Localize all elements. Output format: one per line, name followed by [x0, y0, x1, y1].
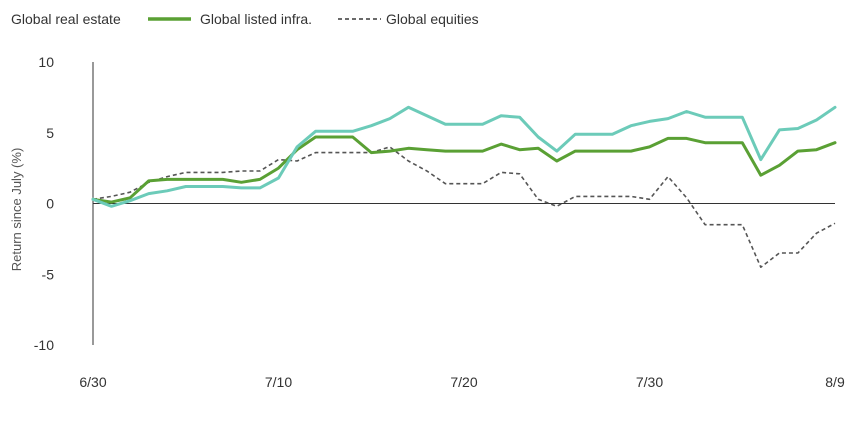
x-tick-label: 7/10: [265, 374, 292, 390]
y-tick-label: -10: [34, 337, 54, 353]
series-line-1: [91, 135, 837, 204]
series-group: [91, 105, 837, 269]
x-tick-label: 7/20: [450, 374, 477, 390]
series-line-2: [92, 146, 836, 269]
legend-label-1: Global listed infra.: [200, 11, 312, 27]
y-tick-label: 10: [38, 54, 54, 70]
x-tick-label: 6/30: [79, 374, 106, 390]
x-tick-label: 7/30: [636, 374, 663, 390]
y-axis-title: Return since July (%): [9, 148, 24, 272]
y-tick-label: 5: [46, 125, 54, 141]
legend: Global real estate Global listed infra. Gl…: [11, 11, 479, 27]
series-line-0: [91, 105, 837, 208]
x-tick-label: 8/9: [825, 374, 845, 390]
y-tick-label: 0: [46, 196, 54, 212]
axes: 10 5 0 -5 -10 6/30 7/10 7/20 7/30 8/9 Return since…: [9, 54, 845, 390]
legend-label-0: Global real estate: [11, 11, 121, 27]
y-tick-label: -5: [42, 266, 55, 282]
legend-label-2: Global equities: [386, 11, 479, 27]
